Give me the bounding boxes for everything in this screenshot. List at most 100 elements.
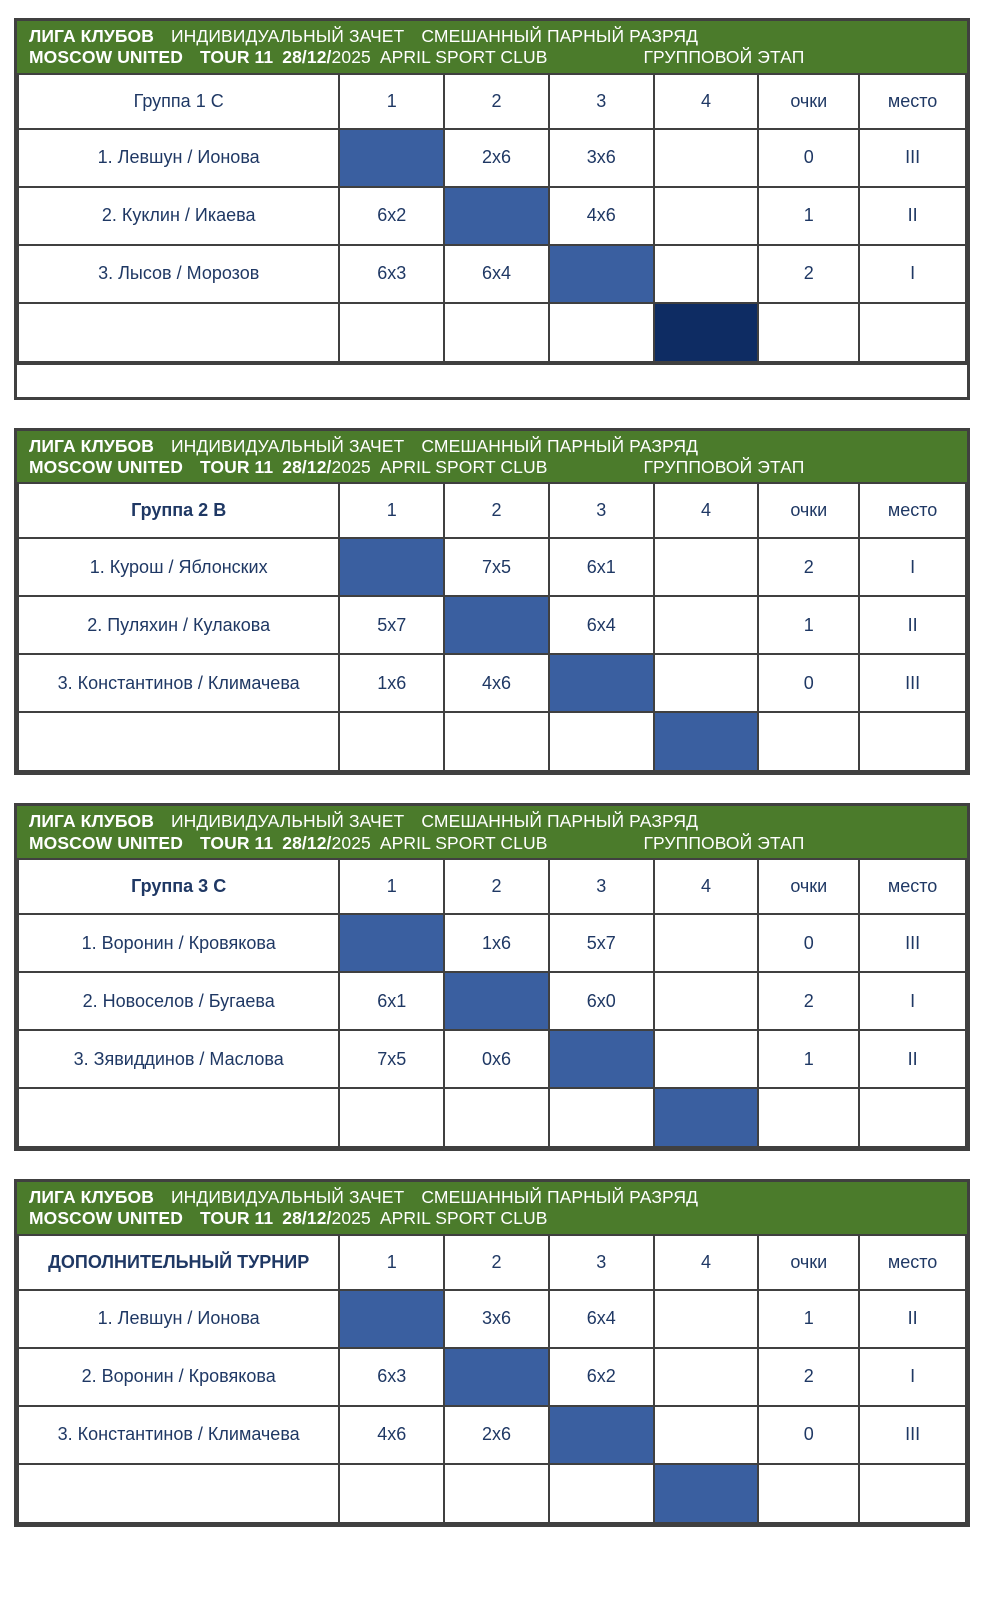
- banner-line-1: ЛИГА КЛУБОВ ИНДИВИДУАЛЬНЫЙ ЗАЧЕТ СМЕШАННЫЙ…: [29, 26, 967, 47]
- diagonal-cell: [652, 1462, 760, 1524]
- player-row: 1. Курош / Яблонских 7x5 6x1 2 I: [16, 537, 967, 598]
- column-header-opponent-2: 2: [443, 1233, 550, 1291]
- score-cell: [547, 301, 655, 363]
- points-cell: 1: [757, 1288, 861, 1349]
- score-cell: 5x7: [547, 913, 655, 974]
- group-title: Группа 2 В: [16, 482, 341, 540]
- banner-league-name: ЛИГА КЛУБОВ: [29, 1187, 154, 1208]
- score-cell: 3x6: [547, 127, 655, 188]
- group-title: Группа 3 С: [16, 858, 341, 916]
- player-name: 2. Куклин / Икаева: [16, 185, 341, 246]
- score-cell: [652, 653, 760, 714]
- empty-name-cell: [16, 301, 341, 363]
- score-cell: 4x6: [547, 185, 655, 246]
- score-cell: [338, 1087, 446, 1149]
- player-name: 3. Константинов / Климачева: [16, 1404, 341, 1465]
- column-header-opponent-4: 4: [652, 1233, 760, 1291]
- banner-club-name: MOSCOW UNITED: [29, 47, 183, 68]
- score-cell: 6x3: [338, 243, 446, 304]
- score-cell: [652, 127, 760, 188]
- player-row: 3. Лысов / Морозов 6x3 6x4 2 I: [16, 243, 967, 304]
- player-name: 2. Новоселов / Бугаева: [16, 971, 341, 1032]
- place-cell: III: [858, 127, 967, 188]
- player-name: 1. Левшун / Ионова: [16, 1288, 341, 1349]
- column-header-points: очки: [757, 858, 861, 916]
- points-cell: 2: [757, 1346, 861, 1407]
- player-name: 1. Левшун / Ионова: [16, 127, 341, 188]
- score-cell: [652, 537, 760, 598]
- diagonal-cell: [443, 971, 550, 1032]
- score-cell: 6x0: [547, 971, 655, 1032]
- place-cell: III: [858, 653, 967, 714]
- place-cell: [858, 711, 967, 773]
- banner-line-1: ЛИГА КЛУБОВ ИНДИВИДУАЛЬНЫЙ ЗАЧЕТ СМЕШАННЫЙ…: [29, 436, 967, 457]
- banner-date-day-month: 28/12/: [282, 832, 332, 853]
- banner-date-year: 2025: [331, 457, 371, 478]
- diagonal-cell: [547, 243, 655, 304]
- table-banner: ЛИГА КЛУБОВ ИНДИВИДУАЛЬНЫЙ ЗАЧЕТ СМЕШАННЫЙ…: [17, 806, 967, 859]
- column-header-place: место: [858, 482, 967, 540]
- player-name: 2. Воронин / Кровякова: [16, 1346, 341, 1407]
- grid-header-row: Группа 2 В 1 2 3 4 очки место: [16, 482, 967, 540]
- group-title: Группа 1 С: [16, 72, 341, 130]
- column-header-opponent-2: 2: [443, 482, 550, 540]
- column-header-place: место: [858, 1233, 967, 1291]
- diagonal-cell: [338, 127, 446, 188]
- grid-empty-row: [16, 711, 967, 773]
- column-header-points: очки: [757, 72, 861, 130]
- empty-name-cell: [16, 711, 341, 773]
- score-cell: [338, 1462, 446, 1524]
- banner-venue: APRIL SPORT CLUB: [379, 457, 548, 478]
- banner-stage: ГРУППОВОЙ ЭТАП: [643, 457, 805, 478]
- banner-club-name: MOSCOW UNITED: [29, 1208, 183, 1229]
- score-cell: 6x1: [547, 537, 655, 598]
- score-cell: [652, 243, 760, 304]
- score-cell: 6x4: [547, 1288, 655, 1349]
- place-cell: III: [858, 913, 967, 974]
- banner-discipline: СМЕШАННЫЙ ПАРНЫЙ РАЗРЯД: [421, 811, 699, 832]
- place-cell: I: [858, 1346, 967, 1407]
- score-cell: [547, 711, 655, 773]
- score-cell: [443, 1462, 550, 1524]
- points-cell: 1: [757, 185, 861, 246]
- table-banner: ЛИГА КЛУБОВ ИНДИВИДУАЛЬНЫЙ ЗАЧЕТ СМЕШАННЫЙ…: [17, 21, 967, 73]
- points-cell: 0: [757, 913, 861, 974]
- banner-line-2: MOSCOW UNITED TOUR 11 28/12/2025 APRIL SPOR…: [29, 1208, 967, 1229]
- player-row: 3. Зявиддинов / Маслова 7x5 0x6 1 II: [16, 1029, 967, 1090]
- banner-line-2: MOSCOW UNITED TOUR 11 28/12/2025 APRIL SPOR…: [29, 833, 967, 854]
- score-cell: 1x6: [443, 913, 550, 974]
- diagonal-cell: [547, 653, 655, 714]
- standings-grid: Группа 3 С 1 2 3 4 очки место 1. Воронин / Кров…: [16, 858, 967, 1149]
- column-header-opponent-3: 3: [547, 482, 655, 540]
- score-cell: [652, 1029, 760, 1090]
- column-header-opponent-1: 1: [338, 1233, 446, 1291]
- score-cell: 5x7: [338, 595, 446, 656]
- banner-classification: ИНДИВИДУАЛЬНЫЙ ЗАЧЕТ: [170, 1187, 405, 1208]
- grid-empty-row: [16, 1087, 967, 1149]
- score-cell: 2x6: [443, 127, 550, 188]
- points-cell: 2: [757, 243, 861, 304]
- banner-tour: TOUR 11: [199, 457, 274, 478]
- diagonal-cell: [338, 1288, 446, 1349]
- banner-classification: ИНДИВИДУАЛЬНЫЙ ЗАЧЕТ: [170, 811, 405, 832]
- diagonal-cell-highlight: [652, 301, 760, 363]
- tournament-group-table: ЛИГА КЛУБОВ ИНДИВИДУАЛЬНЫЙ ЗАЧЕТ СМЕШАННЫЙ…: [14, 427, 970, 776]
- player-row: 1. Воронин / Кровякова 1x6 5x7 0 III: [16, 913, 967, 974]
- diagonal-cell: [547, 1404, 655, 1465]
- points-cell: 2: [757, 971, 861, 1032]
- banner-league-name: ЛИГА КЛУБОВ: [29, 435, 154, 456]
- banner-discipline: СМЕШАННЫЙ ПАРНЫЙ РАЗРЯД: [421, 26, 699, 46]
- player-row: 2. Пуляхин / Кулакова 5x7 6x4 1 II: [16, 595, 967, 656]
- place-cell: III: [858, 1404, 967, 1465]
- score-cell: 0x6: [443, 1029, 550, 1090]
- place-cell: I: [858, 243, 967, 304]
- score-cell: 6x1: [338, 971, 446, 1032]
- diagonal-cell: [338, 913, 446, 974]
- place-cell: [858, 1462, 967, 1524]
- group-title: ДОПОЛНИТЕЛЬНЫЙ ТУРНИР: [16, 1233, 341, 1291]
- player-row: 3. Константинов / Климачева 1x6 4x6 0 III: [16, 653, 967, 714]
- score-cell: [652, 595, 760, 656]
- banner-tour: TOUR 11: [199, 47, 274, 68]
- player-name: 3. Лысов / Морозов: [16, 243, 341, 304]
